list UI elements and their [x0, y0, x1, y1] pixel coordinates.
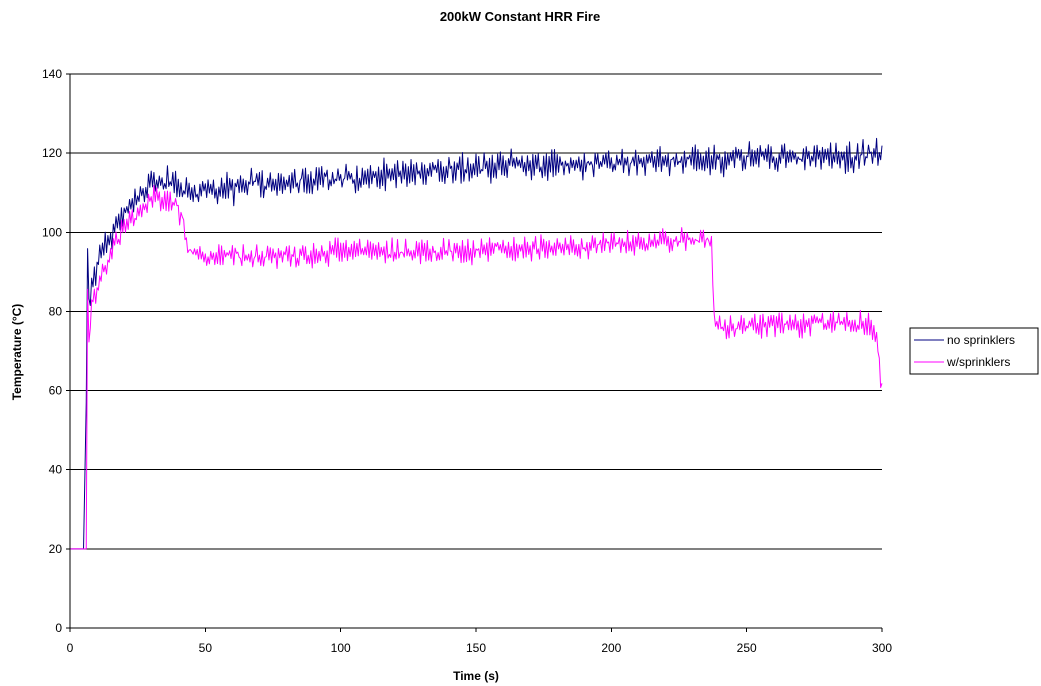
chart-title: 200kW Constant HRR Fire [440, 9, 600, 24]
x-tick-label-200: 200 [601, 641, 621, 655]
x-tick-label-100: 100 [331, 641, 351, 655]
y-axis-label: Temperature (°C) [10, 304, 24, 401]
x-tick-label-150: 150 [466, 641, 486, 655]
plot-area: 0 50 100 150 200 250 300 0 20 40 60 80 100 120 140 [42, 67, 892, 655]
x-axis-label: Time (s) [453, 669, 499, 683]
y-tick-label-140: 140 [42, 67, 62, 81]
y-tick-label-60: 60 [49, 384, 63, 398]
y-tick-label-0: 0 [55, 621, 62, 635]
y-axis-ticks: 0 20 40 60 80 100 120 140 [42, 67, 70, 635]
legend-box [909, 327, 1039, 375]
y-tick-label-20: 20 [49, 542, 63, 556]
y-tick-label-80: 80 [49, 304, 63, 318]
legend-label-0: no sprinklers [947, 333, 1015, 347]
x-tick-label-0: 0 [67, 641, 74, 655]
x-tick-label-300: 300 [872, 641, 892, 655]
series-line-1 [70, 184, 883, 550]
x-axis-ticks: 0 50 100 150 200 250 300 [67, 628, 892, 655]
legend-label-1: w/sprinklers [946, 355, 1010, 369]
series-line-0 [70, 137, 883, 550]
x-tick-label-250: 250 [737, 641, 757, 655]
series-layer [70, 137, 883, 550]
y-tick-label-100: 100 [42, 225, 62, 239]
y-tick-label-40: 40 [49, 463, 63, 477]
legend: no sprinklers w/sprinklers [909, 327, 1039, 375]
y-tick-label-120: 120 [42, 146, 62, 160]
x-tick-label-50: 50 [199, 641, 213, 655]
legend-items: no sprinklers w/sprinklers [914, 333, 1015, 369]
gridlines [70, 73, 882, 550]
